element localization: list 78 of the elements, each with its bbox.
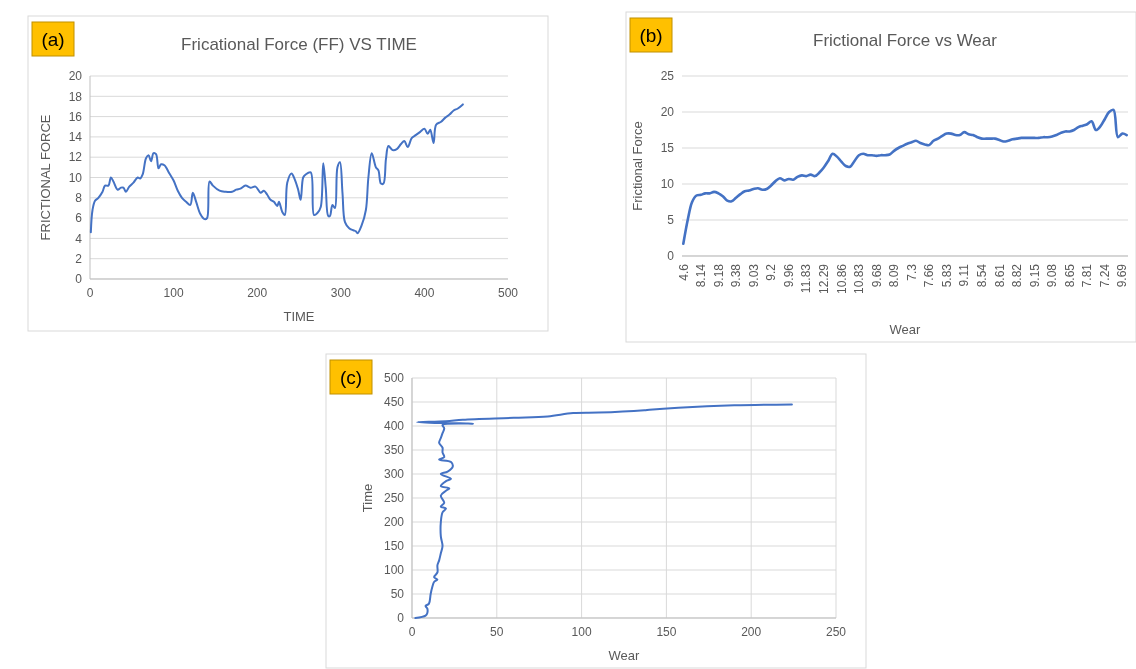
x-tick-label: 8.14 xyxy=(694,263,709,288)
text: (a) xyxy=(41,29,65,50)
x-tick-label: 9.15 xyxy=(1027,263,1042,288)
y-tick-label: 8 xyxy=(75,191,83,205)
y-tick-label: 12 xyxy=(68,150,83,165)
x-tick-label: 8.54 xyxy=(975,263,990,288)
x-tick-label: 9.68 xyxy=(869,263,884,288)
x-tick-label: 12.29 xyxy=(816,263,831,295)
x-tick-label: 7.24 xyxy=(1097,263,1112,288)
y-tick-label: 250 xyxy=(383,491,405,506)
text: (b) xyxy=(639,25,663,46)
y-tick-label: 5 xyxy=(667,213,675,228)
y-tick-label: 0 xyxy=(397,611,405,626)
y-tick-label: 6 xyxy=(75,211,83,226)
y-tick-label: 2 xyxy=(75,251,83,266)
x-tick-label: 400 xyxy=(414,286,435,300)
y-axis-title: Frictional Force xyxy=(630,121,645,211)
y-tick-label: 20 xyxy=(660,105,675,120)
y-tick-label: 300 xyxy=(383,467,405,482)
x-tick-label: 200 xyxy=(741,625,762,639)
y-axis-title: Time xyxy=(360,483,375,513)
x-axis-title: Wear xyxy=(608,648,641,663)
x-tick-label: 9.03 xyxy=(746,263,761,288)
chart-title: Frictional Force vs Wear xyxy=(813,31,998,50)
x-tick-label: 100 xyxy=(163,286,184,300)
x-axis-title: TIME xyxy=(283,309,315,324)
line-series xyxy=(682,108,1128,246)
x-tick-label: 100 xyxy=(571,625,592,639)
y-tick-label: 10 xyxy=(660,177,675,192)
x-tick-label: 9.96 xyxy=(781,263,796,288)
x-tick-label: 10.83 xyxy=(852,263,867,295)
x-tick-label: 9.08 xyxy=(1045,263,1060,288)
y-tick-label: 25 xyxy=(660,69,675,84)
x-tick-label: 7.66 xyxy=(922,263,937,288)
y-tick-label: 400 xyxy=(383,419,405,434)
x-tick-label: 300 xyxy=(330,286,352,300)
text: (c) xyxy=(339,367,363,388)
x-tick-label: 7.81 xyxy=(1080,263,1095,288)
y-tick-label: 15 xyxy=(660,141,675,156)
x-tick-label: 9.11 xyxy=(957,263,972,287)
y-tick-label: 200 xyxy=(383,515,405,530)
x-tick-label: 50 xyxy=(490,625,504,639)
y-tick-label: 18 xyxy=(68,89,83,104)
x-tick-label: 7.3 xyxy=(904,263,919,281)
y-tick-label: 14 xyxy=(68,130,83,145)
x-tick-label: 8.65 xyxy=(1062,263,1077,288)
x-tick-label: 8.82 xyxy=(1010,263,1025,288)
x-tick-label: 200 xyxy=(247,286,268,300)
y-tick-label: 50 xyxy=(390,587,405,602)
x-tick-label: 10.86 xyxy=(834,263,849,295)
x-tick-label: 500 xyxy=(497,286,519,300)
y-tick-label: 4 xyxy=(75,231,83,246)
y-tick-label: 500 xyxy=(383,371,405,386)
y-tick-label: 10 xyxy=(68,170,83,185)
y-tick-label: 20 xyxy=(68,69,83,84)
y-tick-label: 0 xyxy=(667,249,675,264)
x-tick-label: 250 xyxy=(825,625,847,639)
x-tick-label: 0 xyxy=(86,286,94,300)
x-tick-label: 9.38 xyxy=(729,263,744,288)
y-tick-label: 16 xyxy=(68,109,83,124)
x-tick-label: 5.83 xyxy=(939,263,954,288)
x-axis-title: Wear xyxy=(889,322,922,337)
x-tick-label: 9.18 xyxy=(711,263,726,288)
chart-title: Fricational Force (FF) VS TIME xyxy=(181,35,417,54)
y-tick-label: 450 xyxy=(383,395,405,410)
line-series xyxy=(89,103,464,235)
x-tick-label: 8.09 xyxy=(887,263,902,288)
x-tick-label: 9.69 xyxy=(1115,263,1130,288)
x-tick-label: 8.61 xyxy=(992,263,1007,288)
y-axis-title: FRICTIONAL FORCE xyxy=(38,114,53,241)
x-tick-label: 9.2 xyxy=(764,263,779,281)
y-tick-label: 350 xyxy=(383,443,405,458)
y-tick-label: 150 xyxy=(383,539,405,554)
x-tick-label: 11.83 xyxy=(799,263,814,294)
x-tick-label: 4.6 xyxy=(676,263,691,281)
x-tick-label: 0 xyxy=(408,625,416,639)
line-series xyxy=(414,403,793,619)
y-tick-label: 100 xyxy=(383,563,405,578)
